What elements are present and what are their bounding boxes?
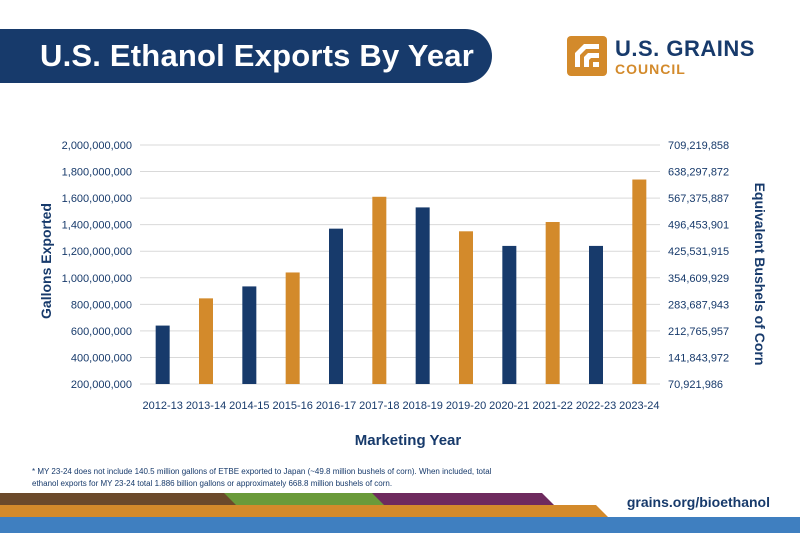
y-tick-label: 2,000,000,000 <box>62 140 132 152</box>
y2-tick-label: 212,765,957 <box>668 326 729 338</box>
bar-2018-19 <box>415 207 430 384</box>
x-tick-labels: 2012-13 2013-14 2014-15 2015-16 2016-17 2017-… <box>142 400 659 412</box>
y2-tick-label: 283,687,943 <box>668 299 729 311</box>
x-tick-label: 2012-13 <box>142 400 182 412</box>
color-stripes <box>0 493 800 533</box>
x-tick-label: 2022-23 <box>576 400 616 412</box>
y-tick-label: 1,000,000,000 <box>62 273 132 285</box>
x-tick-label: 2019-20 <box>446 400 486 412</box>
y2-tick-label: 141,843,972 <box>668 352 729 364</box>
y-tick-label: 800,000,000 <box>71 299 132 311</box>
bar-2021-22 <box>545 222 560 384</box>
x-tick-label: 2016-17 <box>316 400 356 412</box>
website-link[interactable]: grains.org/bioethanol <box>626 494 770 510</box>
x-tick-label: 2021-22 <box>532 400 572 412</box>
y-tick-label: 1,400,000,000 <box>62 220 132 232</box>
y2-tick-label: 70,921,986 <box>668 379 723 391</box>
y-tick-labels: 2,000,000,000 1,800,000,000 1,600,000,000 1… <box>62 140 132 391</box>
y-tick-label: 600,000,000 <box>71 326 132 338</box>
bar-2020-21 <box>502 245 517 384</box>
y-tick-label: 400,000,000 <box>71 352 132 364</box>
y2-tick-label: 354,609,929 <box>668 273 729 285</box>
y2-tick-labels: 709,219,858 638,297,872 567,375,887 496,453… <box>668 140 729 391</box>
y-axis-label: Gallons Exported <box>38 203 54 319</box>
y-tick-label: 200,000,000 <box>71 379 132 391</box>
y2-tick-label: 567,375,887 <box>668 193 729 205</box>
y-tick-label: 1,200,000,000 <box>62 246 132 258</box>
stripe-blue <box>0 517 800 533</box>
x-tick-label: 2014-15 <box>229 400 269 412</box>
x-tick-label: 2020-21 <box>489 400 529 412</box>
logo-mark-icon <box>567 36 607 76</box>
logo-council: COUNCIL <box>615 61 686 77</box>
x-tick-label: 2023-24 <box>619 400 659 412</box>
bars <box>155 179 647 384</box>
x-tick-label: 2018-19 <box>402 400 442 412</box>
footnote-line-2: ethanol exports for MY 23-24 total 1.886… <box>32 479 393 488</box>
bar-2012-13 <box>155 325 170 384</box>
y2-tick-label: 709,219,858 <box>668 140 729 152</box>
y2-tick-label: 638,297,872 <box>668 167 729 179</box>
bar-2016-17 <box>329 228 343 384</box>
logo-org-name: U.S. GRAINS <box>615 36 755 61</box>
x-tick-label: 2013-14 <box>186 400 226 412</box>
grains-council-logo: U.S. GRAINS COUNCIL <box>567 36 777 80</box>
footnote-line-1: * MY 23-24 does not include 140.5 millio… <box>32 467 492 476</box>
bar-2013-14 <box>199 298 213 384</box>
x-tick-label: 2015-16 <box>272 400 312 412</box>
bar-2022-23 <box>589 245 603 384</box>
footnote: * MY 23-24 does not include 140.5 millio… <box>32 466 502 490</box>
y-tick-label: 1,600,000,000 <box>62 193 132 205</box>
y2-tick-label: 496,453,901 <box>668 220 729 232</box>
y-tick-label: 1,800,000,000 <box>62 167 132 179</box>
bar-2014-15 <box>242 286 257 384</box>
bar-2019-20 <box>459 231 473 384</box>
title-banner: U.S. Ethanol Exports By Year <box>0 29 492 83</box>
stripe-orange <box>0 505 608 517</box>
bar-2017-18 <box>372 196 387 384</box>
y2-axis-label: Equivalent Bushels of Corn <box>752 182 768 366</box>
y2-tick-label: 425,531,915 <box>668 246 729 258</box>
x-axis-label: Marketing Year <box>354 432 462 449</box>
gridlines <box>140 144 660 385</box>
x-tick-label: 2017-18 <box>359 400 399 412</box>
stripe-green <box>224 493 392 505</box>
bar-2023-24 <box>632 179 647 384</box>
page-title: U.S. Ethanol Exports By Year <box>40 38 474 73</box>
bar-2015-16 <box>285 272 300 384</box>
stripe-purple <box>372 493 554 505</box>
